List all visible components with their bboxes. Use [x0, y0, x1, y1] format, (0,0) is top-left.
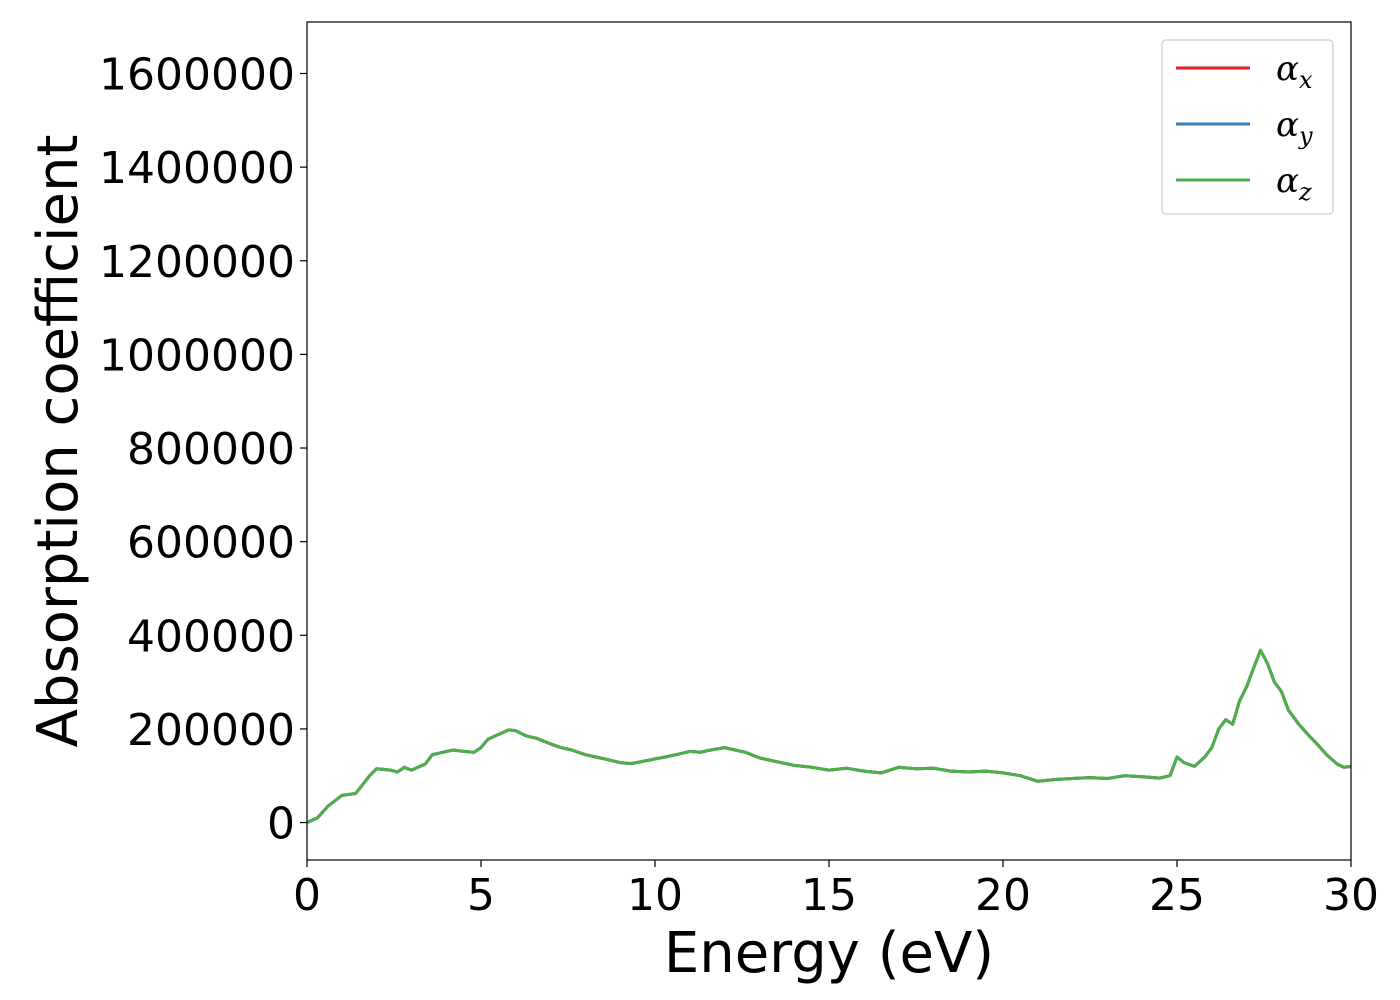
y-tick-label: 1400000: [99, 143, 295, 194]
y-axis-ticks: 0 200000 400000 600000 800000 1000000 1200000 1…: [99, 49, 307, 850]
y-tick-label: 600000: [127, 518, 295, 569]
y-tick-label: 800000: [127, 424, 295, 475]
y-tick-label: 1000000: [99, 330, 295, 381]
y-tick-label: 0: [267, 799, 295, 850]
y-tick-label: 400000: [127, 611, 295, 662]
x-axis-ticks: 0 5 10 15 20 25 30: [293, 860, 1379, 921]
x-tick-label: 30: [1323, 870, 1379, 921]
legend-label: αx: [1276, 49, 1313, 94]
series-line-2: [306, 648, 1352, 824]
y-axis-title: Absorption coefficient: [26, 135, 91, 748]
x-tick-label: 25: [1149, 870, 1205, 921]
series-layer: [306, 648, 1352, 824]
series-line-3: [306, 648, 1352, 824]
series-line-1: [306, 648, 1352, 824]
x-tick-label: 20: [975, 870, 1031, 921]
x-tick-label: 15: [801, 870, 857, 921]
legend-box: [1161, 39, 1334, 215]
y-tick-label: 1600000: [99, 49, 295, 100]
legend-label: αy: [1276, 105, 1313, 150]
legend-label: αz: [1276, 161, 1312, 206]
x-tick-label: 0: [293, 870, 321, 921]
plot-frame: [306, 21, 1352, 861]
y-tick-label: 200000: [127, 705, 295, 756]
legend: αx αy αz: [1161, 39, 1334, 215]
y-tick-label: 1200000: [99, 237, 295, 288]
x-tick-label: 5: [467, 870, 495, 921]
x-axis-title: Energy (eV): [664, 921, 994, 986]
x-tick-label: 10: [627, 870, 683, 921]
